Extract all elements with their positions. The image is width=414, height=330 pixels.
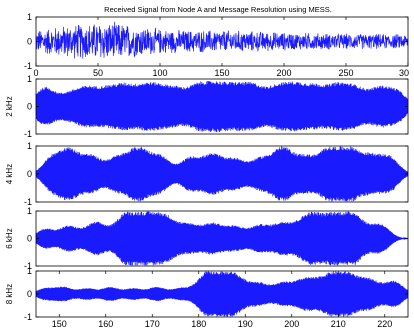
x-tick-label: 100 bbox=[152, 68, 167, 78]
x-tick-label: 30 bbox=[399, 68, 409, 78]
y-tick-label: -1 bbox=[24, 312, 32, 322]
x-tick-label: 200 bbox=[276, 68, 291, 78]
panel-2: -1 0 1 2 kHz bbox=[5, 74, 409, 139]
y-axis-label: 2 kHz bbox=[5, 96, 14, 116]
x-tick-label: 180 bbox=[191, 319, 206, 329]
y-tick-label: 1 bbox=[27, 206, 32, 216]
x-tick-label: 150 bbox=[214, 68, 229, 78]
signal-line bbox=[35, 81, 409, 133]
x-tick-label: 250 bbox=[338, 68, 353, 78]
y-tick-label: 1 bbox=[27, 12, 32, 22]
y-tick-label: 1 bbox=[27, 74, 32, 84]
y-axis-label: 4 kHz bbox=[5, 164, 14, 184]
x-tick-label: 200 bbox=[284, 319, 299, 329]
panel-4: -1 0 1 6 kHz bbox=[5, 206, 409, 271]
y-axis-label: 6 kHz bbox=[5, 228, 14, 248]
y-tick-label: 0 bbox=[27, 169, 32, 179]
y-tick-label: 0 bbox=[27, 234, 32, 244]
x-tick-label: 190 bbox=[238, 319, 253, 329]
signal-line bbox=[35, 271, 409, 317]
y-tick-label: 0 bbox=[27, 289, 32, 299]
y-tick-label: 0 bbox=[27, 37, 32, 47]
y-tick-label: -1 bbox=[24, 129, 32, 139]
y-tick-label: 0 bbox=[27, 102, 32, 112]
y-tick-label: -1 bbox=[24, 261, 32, 271]
x-tick-label: 210 bbox=[331, 319, 346, 329]
x-tick-label: 170 bbox=[145, 319, 160, 329]
signal-line bbox=[35, 211, 409, 266]
signal-line bbox=[35, 21, 409, 59]
x-tick-label: 0 bbox=[33, 68, 38, 78]
x-tick-label: 160 bbox=[98, 319, 113, 329]
x-tick-label: 150 bbox=[52, 319, 67, 329]
x-tick-label: 220 bbox=[377, 319, 392, 329]
y-tick-label: 1 bbox=[27, 266, 32, 276]
y-tick-label: -1 bbox=[24, 61, 32, 71]
chart-title: Received Signal from Node A and Message … bbox=[104, 5, 332, 14]
panel-3: -1 0 1 4 kHz bbox=[5, 141, 409, 207]
panel-5: -1 0 1 150 160 170 180 190 200 210 220 8 kHz bbox=[5, 266, 409, 329]
x-tick-label: 50 bbox=[93, 68, 103, 78]
y-tick-label: -1 bbox=[24, 197, 32, 207]
y-axis-label: 8 kHz bbox=[5, 284, 14, 304]
signal-line bbox=[35, 146, 409, 202]
y-tick-label: 1 bbox=[27, 141, 32, 151]
